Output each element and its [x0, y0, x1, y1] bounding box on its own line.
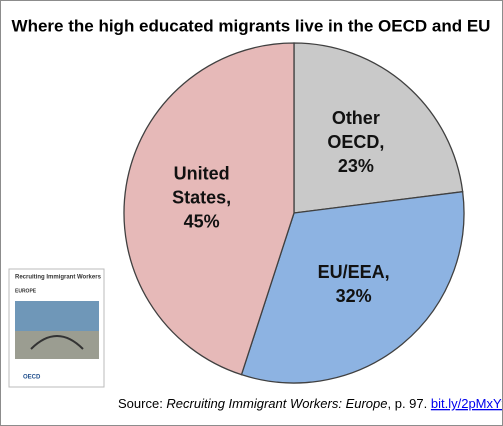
source-title: Recruiting Immigrant Workers: Europe	[166, 396, 387, 411]
cover-bridge	[30, 335, 84, 350]
cover-publisher: OECD	[23, 375, 41, 381]
cover-image: Recruiting Immigrant Workers EUROPE OECD	[8, 268, 105, 388]
source-prefix: Source:	[118, 396, 166, 411]
slice-label: United States, 45%	[172, 163, 231, 231]
source: Source: Recruiting Immigrant Workers: Eu…	[118, 396, 502, 411]
pie: Other OECD, 23% EU/EEA, 32% United States, 45%	[123, 42, 465, 384]
source-suffix: , p. 97.	[388, 396, 431, 411]
cover-subtitle: EUROPE	[15, 288, 37, 294]
chart-title: Where the high educated migrants live in…	[12, 16, 491, 35]
pie-slice	[293, 42, 464, 214]
slice-label: EU/EEA, 32%	[318, 262, 390, 306]
pie-slice	[240, 190, 465, 384]
source-link[interactable]: bit.ly/2pMxYtp	[431, 396, 502, 411]
pie-slice	[123, 42, 295, 376]
slice-label: Other OECD, 23%	[327, 108, 384, 176]
cover-title: Recruiting Immigrant Workers	[15, 275, 102, 281]
